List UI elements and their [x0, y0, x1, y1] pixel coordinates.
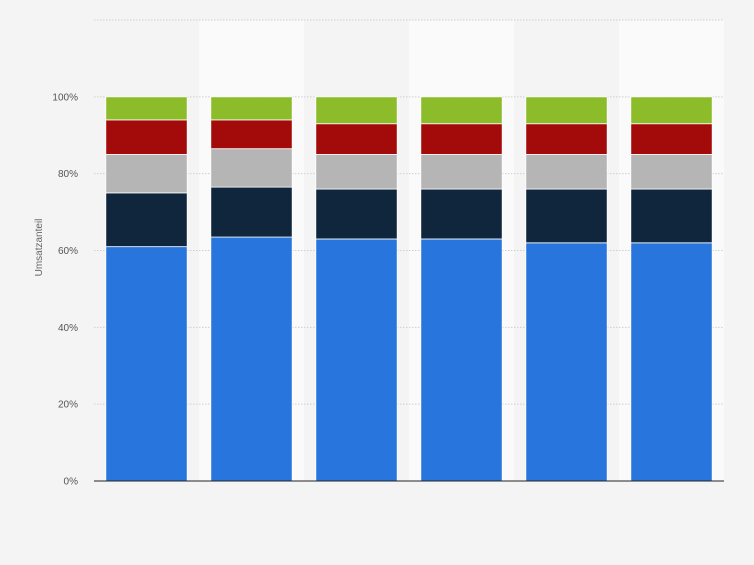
- bar-segment: [315, 96, 398, 125]
- bar-segment: [630, 242, 713, 482]
- y-tick-label: 20%: [58, 400, 78, 411]
- bar-segment: [525, 188, 608, 244]
- bar-segment: [420, 96, 503, 125]
- bar-segment: [210, 148, 293, 188]
- bar-segment: [525, 242, 608, 482]
- bar-segment: [630, 96, 713, 125]
- bar-segment: [105, 246, 188, 482]
- bar-segment: [420, 123, 503, 155]
- bars: [105, 96, 713, 482]
- bar-segment: [105, 192, 188, 248]
- bar-segment: [210, 96, 293, 121]
- bar-segment: [315, 123, 398, 155]
- bar-segment: [420, 154, 503, 190]
- y-tick-label: 100%: [52, 92, 78, 103]
- bar-segment: [315, 188, 398, 240]
- bar-segment: [420, 238, 503, 482]
- y-tick-label: 80%: [58, 169, 78, 180]
- gridlines: [94, 19, 724, 405]
- y-tick-label: 40%: [58, 323, 78, 334]
- bar-segment: [210, 119, 293, 150]
- bar-segment: [105, 154, 188, 194]
- bar-segment: [630, 123, 713, 155]
- y-axis-title: Umsatzanteil: [34, 219, 45, 277]
- bar-segment: [630, 188, 713, 244]
- bar-segment: [210, 236, 293, 482]
- bar-segment: [525, 96, 608, 125]
- bar-segment: [525, 154, 608, 190]
- bar-segment: [105, 119, 188, 155]
- y-tick-label: 60%: [58, 246, 78, 257]
- y-tick-label: 0%: [64, 477, 79, 488]
- bar-segment: [630, 154, 713, 190]
- bar-segment: [315, 238, 398, 482]
- bar-segment: [315, 154, 398, 190]
- y-axis-ticks: 0% 20% 40% 60% 80% 100%: [52, 92, 78, 487]
- bar-segment: [210, 186, 293, 238]
- bar-segment: [525, 123, 608, 155]
- bar-segment: [420, 188, 503, 240]
- bar-segment: [105, 96, 188, 121]
